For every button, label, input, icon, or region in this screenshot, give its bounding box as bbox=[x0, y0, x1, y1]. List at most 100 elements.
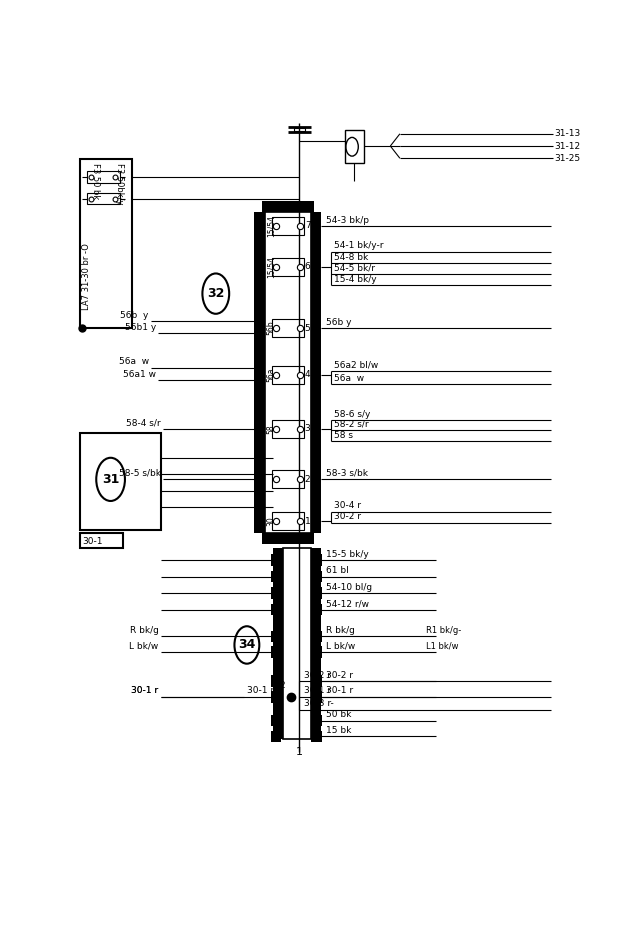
Bar bbox=[312, 587, 322, 599]
Text: 58-2 s/r: 58-2 s/r bbox=[334, 420, 369, 429]
Bar bbox=[271, 646, 281, 658]
Text: 32: 32 bbox=[207, 287, 225, 300]
Text: 54-3 bk/p: 54-3 bk/p bbox=[326, 215, 369, 224]
Text: 58-5 s/bk: 58-5 s/bk bbox=[119, 469, 161, 478]
Text: 6: 6 bbox=[305, 263, 310, 271]
Bar bbox=[271, 420, 304, 438]
Text: 58-3 s/bk: 58-3 s/bk bbox=[326, 469, 368, 478]
Text: 30-2 r: 30-2 r bbox=[326, 670, 353, 680]
Text: 54-10 bl/g: 54-10 bl/g bbox=[326, 583, 372, 592]
Text: 30: 30 bbox=[267, 516, 275, 526]
Bar bbox=[80, 159, 132, 328]
Bar bbox=[312, 730, 322, 742]
Text: 15/54: 15/54 bbox=[267, 256, 275, 278]
Text: 30-3 r-: 30-3 r- bbox=[304, 699, 334, 709]
Text: L bk/w: L bk/w bbox=[326, 641, 355, 651]
Bar bbox=[283, 548, 312, 739]
Text: 56a1 w: 56a1 w bbox=[123, 369, 156, 379]
Text: 4: 4 bbox=[305, 370, 310, 380]
Text: 56b  y: 56b y bbox=[120, 310, 149, 320]
Text: 1: 1 bbox=[296, 746, 303, 756]
Text: 2: 2 bbox=[280, 681, 285, 690]
Text: 54-1 bk/y-r: 54-1 bk/y-r bbox=[334, 241, 384, 251]
Text: 31-25: 31-25 bbox=[554, 153, 580, 163]
Bar bbox=[271, 604, 281, 615]
Bar bbox=[271, 554, 281, 566]
Bar bbox=[271, 319, 304, 338]
Text: 56a  w: 56a w bbox=[118, 357, 149, 367]
Text: 54-5 bk/r: 54-5 bk/r bbox=[334, 264, 375, 273]
Text: 7: 7 bbox=[305, 222, 310, 230]
Bar bbox=[273, 548, 283, 739]
Text: 31-12: 31-12 bbox=[554, 141, 580, 151]
Text: j: j bbox=[317, 552, 319, 560]
Text: 56b y: 56b y bbox=[326, 318, 351, 326]
Text: 56a: 56a bbox=[267, 367, 275, 382]
Bar bbox=[254, 211, 265, 533]
Bar bbox=[86, 171, 120, 182]
Text: 15 bk: 15 bk bbox=[326, 726, 351, 735]
Text: 2: 2 bbox=[305, 475, 310, 484]
Text: 30-4 r: 30-4 r bbox=[334, 501, 362, 511]
Text: 30-1 r: 30-1 r bbox=[304, 686, 331, 696]
Text: 50 bk: 50 bk bbox=[326, 710, 351, 719]
Text: R1 bk/g-: R1 bk/g- bbox=[426, 626, 462, 635]
Bar bbox=[271, 470, 304, 488]
Bar bbox=[271, 217, 304, 235]
Text: 56b: 56b bbox=[267, 321, 275, 336]
Bar bbox=[312, 646, 322, 658]
Text: 58-6 s/y: 58-6 s/y bbox=[334, 410, 371, 419]
Text: 30-1 r: 30-1 r bbox=[131, 686, 159, 696]
Text: 30-2 r: 30-2 r bbox=[334, 512, 362, 521]
Bar bbox=[271, 366, 304, 384]
Bar bbox=[271, 570, 281, 583]
Text: 15-5 bk/y: 15-5 bk/y bbox=[326, 550, 368, 558]
Text: LA7 31-30 br -O: LA7 31-30 br -O bbox=[82, 243, 91, 310]
Bar bbox=[312, 675, 322, 686]
Text: 56a  w: 56a w bbox=[334, 374, 365, 383]
Bar bbox=[345, 130, 364, 163]
Bar bbox=[262, 201, 314, 211]
Text: 15/54: 15/54 bbox=[267, 215, 275, 237]
Bar bbox=[265, 211, 312, 533]
Text: L bk/w: L bk/w bbox=[129, 641, 159, 651]
Bar bbox=[312, 714, 322, 726]
Bar bbox=[80, 433, 161, 530]
Text: R bk/g: R bk/g bbox=[326, 626, 355, 635]
Bar bbox=[271, 630, 281, 642]
Text: F3 50 bk: F3 50 bk bbox=[91, 163, 101, 199]
Bar bbox=[271, 512, 304, 530]
Text: L1 bk/w: L1 bk/w bbox=[426, 641, 458, 651]
Text: 30-1 r: 30-1 r bbox=[131, 686, 159, 696]
Text: 1: 1 bbox=[305, 517, 310, 525]
Text: 58-4 s/r: 58-4 s/r bbox=[126, 419, 161, 427]
Bar bbox=[312, 691, 322, 702]
Bar bbox=[271, 691, 281, 702]
Text: 30-2 r: 30-2 r bbox=[304, 670, 331, 680]
Text: 30-1 r: 30-1 r bbox=[326, 686, 353, 696]
Text: 56b1 y: 56b1 y bbox=[125, 323, 156, 332]
Bar bbox=[80, 533, 123, 549]
Bar bbox=[271, 730, 281, 742]
Text: 58: 58 bbox=[267, 424, 275, 434]
Text: 56a2 bl/w: 56a2 bl/w bbox=[334, 361, 379, 370]
Bar bbox=[271, 675, 281, 686]
Text: 3: 3 bbox=[305, 424, 310, 434]
Text: R bk/g: R bk/g bbox=[130, 626, 159, 635]
Text: 31-13: 31-13 bbox=[554, 129, 580, 138]
Text: 5: 5 bbox=[305, 324, 310, 333]
Text: 34: 34 bbox=[238, 639, 255, 652]
Text: 54-8 bk: 54-8 bk bbox=[334, 253, 368, 262]
Bar bbox=[262, 533, 314, 544]
Text: 58 s: 58 s bbox=[334, 431, 354, 439]
Bar bbox=[86, 193, 120, 205]
Bar bbox=[312, 630, 322, 642]
Bar bbox=[312, 211, 321, 533]
Bar bbox=[312, 554, 322, 566]
Bar bbox=[294, 128, 305, 131]
Text: 54-12 r/w: 54-12 r/w bbox=[326, 599, 369, 609]
Text: 15-4 bk/y: 15-4 bk/y bbox=[334, 275, 377, 283]
Bar bbox=[271, 714, 281, 726]
Text: 61 bl: 61 bl bbox=[326, 566, 349, 575]
Bar bbox=[271, 258, 304, 276]
